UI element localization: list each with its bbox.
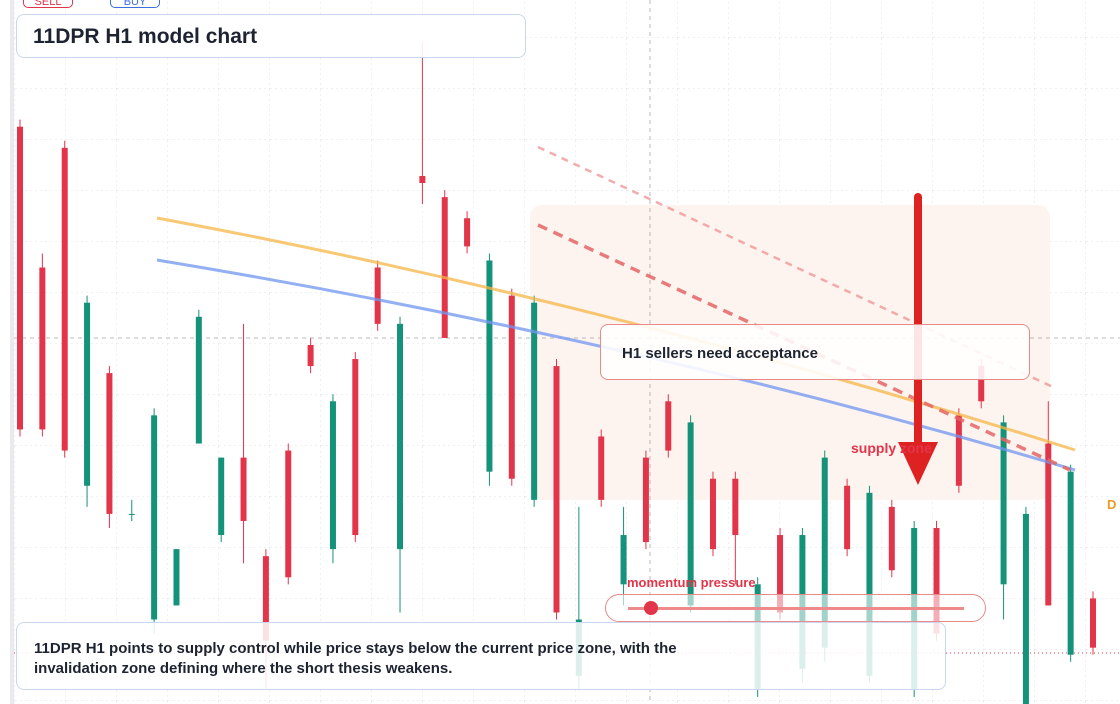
candle-body: [39, 267, 46, 430]
candle-body: [531, 302, 538, 500]
candle-body: [1045, 443, 1052, 606]
edge-label: D: [1107, 497, 1117, 512]
momentum-label: momentum pressure: [627, 575, 756, 590]
sell-button[interactable]: SELL: [23, 0, 73, 8]
candle-body: [709, 478, 716, 550]
candle-body: [397, 323, 404, 550]
candle-body: [1067, 471, 1074, 655]
candle-body: [285, 450, 292, 578]
candle-body: [195, 316, 202, 444]
title-box: 11DPR H1 model chart: [16, 14, 526, 58]
candle-body: [486, 260, 493, 472]
candle-body: [329, 401, 336, 550]
candle-body: [866, 492, 873, 676]
candle-body: [106, 373, 113, 514]
momentum-slider: [605, 594, 986, 622]
candle-body: [553, 366, 560, 613]
candle-body: [151, 415, 158, 620]
candle-body: [687, 422, 694, 606]
arrow-head: [898, 442, 938, 485]
candle-body: [978, 366, 985, 402]
candle-body: [464, 218, 471, 247]
candle-body: [352, 359, 359, 536]
chart-title: 11DPR H1 model chart: [33, 25, 258, 48]
candle-body: [307, 344, 314, 367]
candle-body: [955, 415, 962, 486]
moving-average-slow: [156, 216, 1076, 452]
candle-body: [128, 513, 135, 515]
zone-label: supply zone: [851, 440, 932, 456]
candle-body: [262, 556, 269, 641]
trend-line-upper: [537, 145, 1056, 390]
candle-body: [419, 176, 426, 184]
candle-body: [84, 302, 91, 486]
candle-body: [441, 197, 448, 338]
candle-body: [933, 528, 940, 634]
candle-body: [173, 549, 180, 606]
left-edge: [10, 0, 14, 704]
candle-body: [821, 457, 828, 648]
buy-button[interactable]: BUY: [110, 0, 160, 8]
candle-body: [777, 535, 784, 613]
slider-thumb: [644, 601, 658, 615]
candle-body: [665, 401, 672, 451]
candle-body: [888, 506, 895, 571]
annotation-box: H1 sellers need acceptance: [600, 324, 1030, 380]
candle-body: [1090, 598, 1096, 648]
candle-body: [17, 126, 23, 430]
candle-body: [844, 485, 851, 550]
candle-body: [1000, 422, 1007, 585]
candle-body: [374, 267, 381, 324]
candle-body: [642, 457, 649, 543]
candle-body: [732, 478, 739, 536]
slider-track: [628, 607, 964, 610]
candle-body: [240, 457, 247, 521]
annotation: H1 sellers need acceptance: [622, 345, 818, 362]
candle-body: [508, 295, 515, 479]
candle-body: [620, 535, 627, 585]
candle-body: [61, 147, 68, 451]
caption: 11DPR H1 points to supply control while …: [34, 640, 677, 677]
candle-body: [218, 457, 225, 536]
candle-body: [598, 436, 605, 500]
caption-box: 11DPR H1 points to supply control while …: [16, 622, 946, 690]
candle-body: [1022, 513, 1029, 704]
